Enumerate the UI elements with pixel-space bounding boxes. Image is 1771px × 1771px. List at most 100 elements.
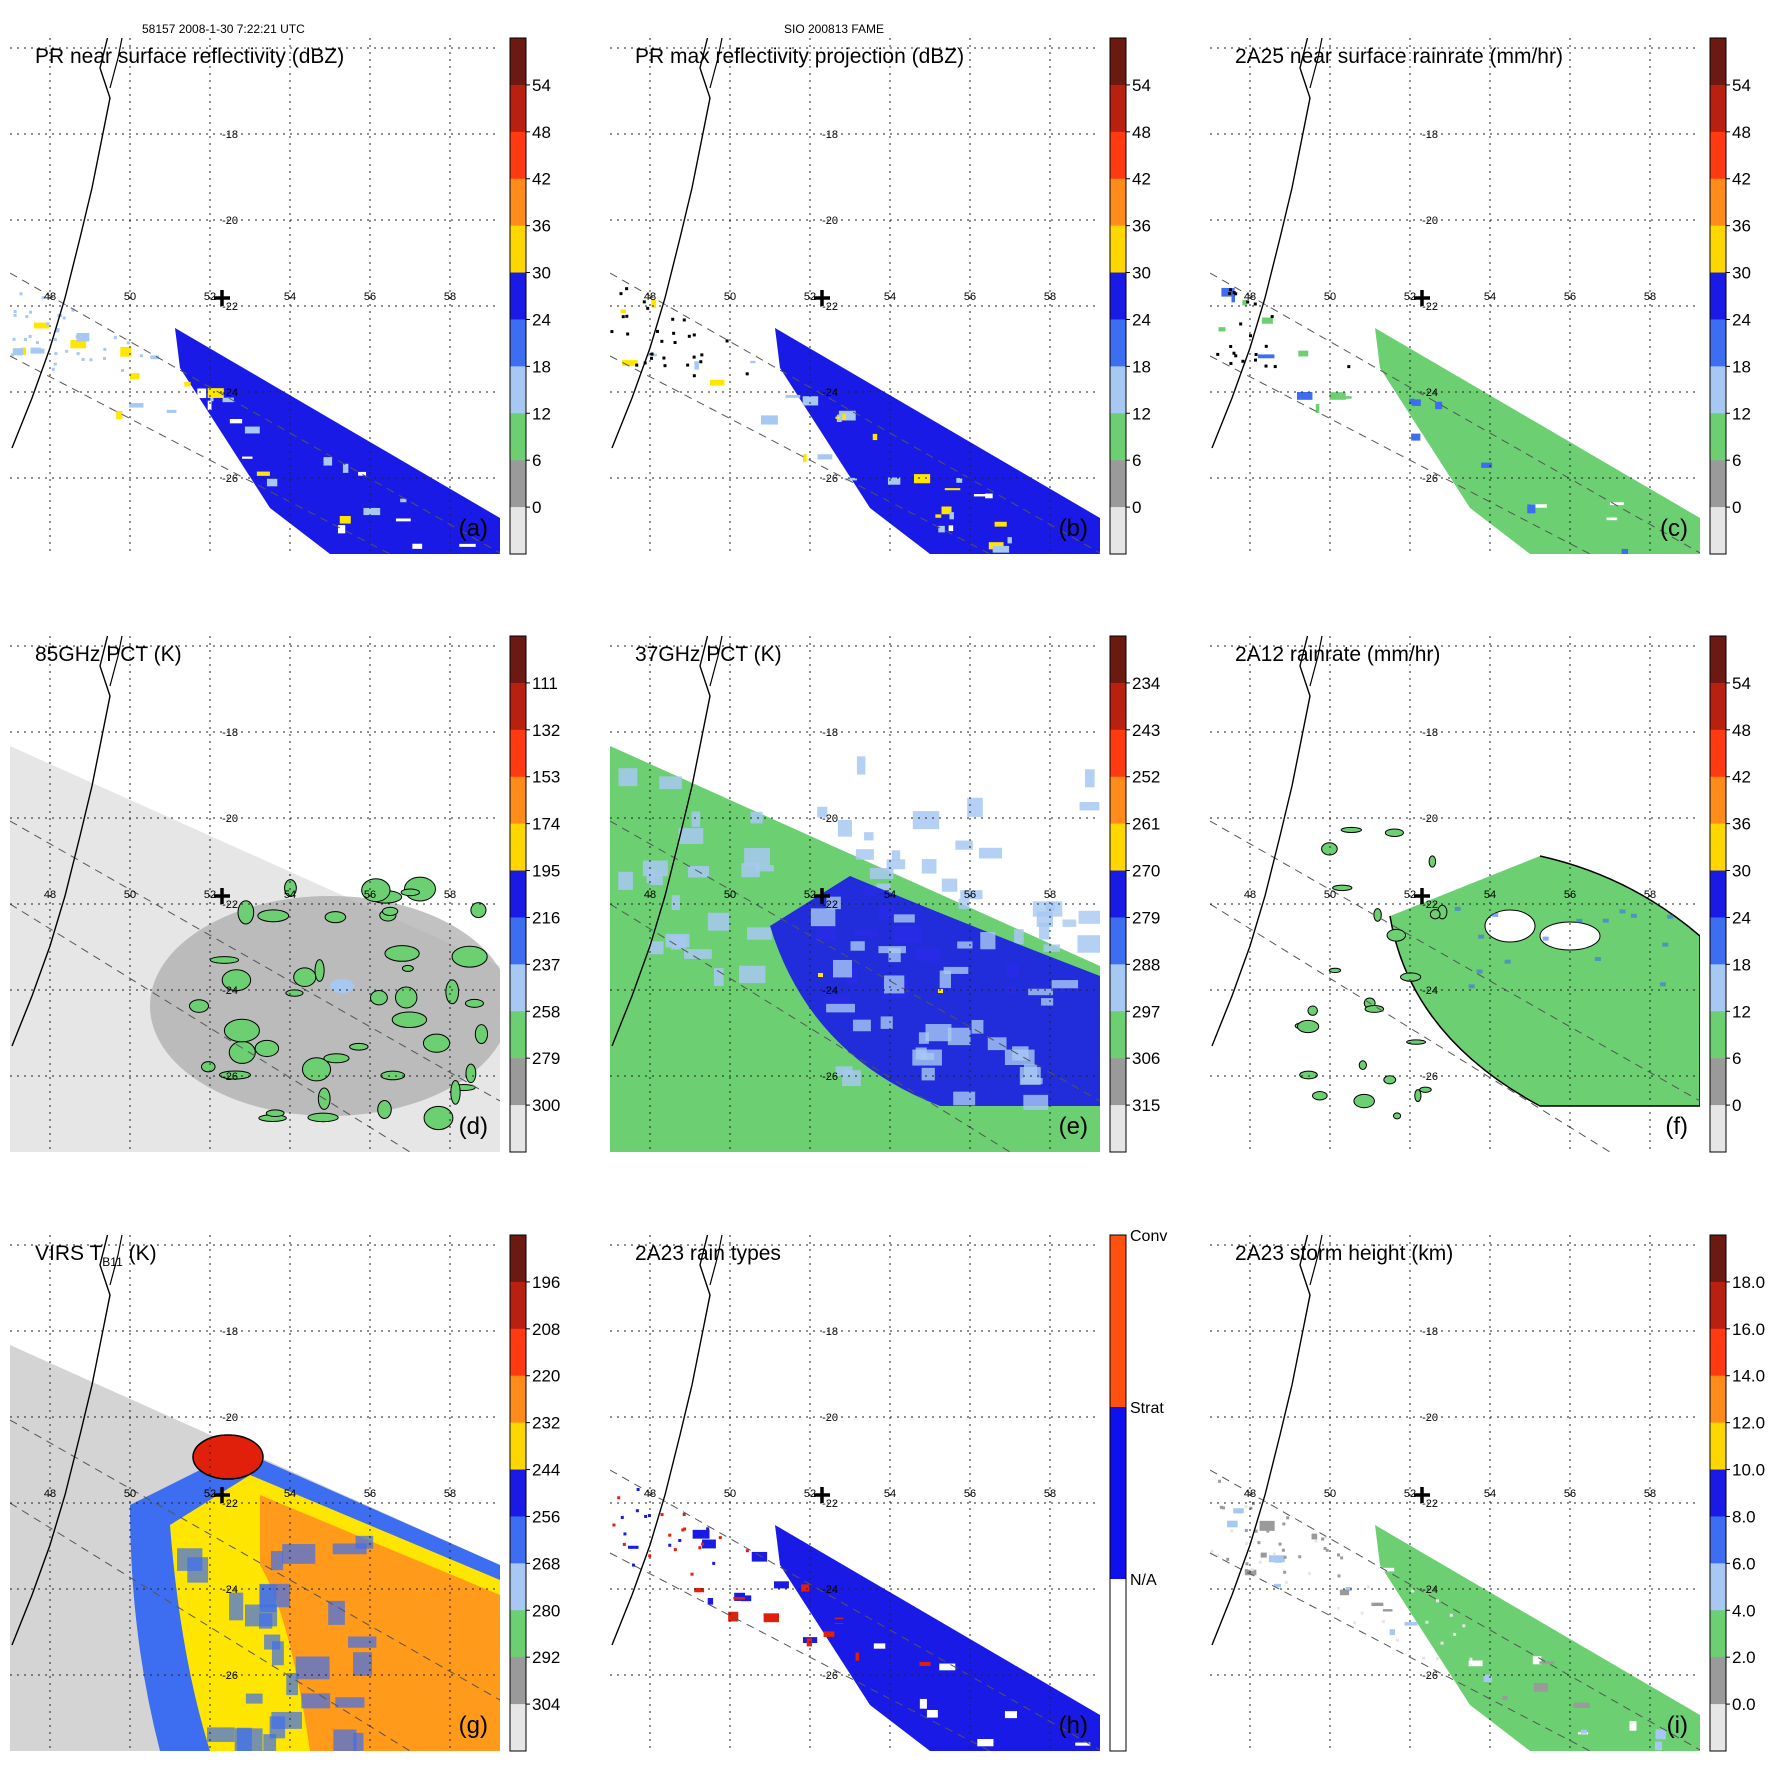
scatter-pixel [1249,1506,1253,1510]
rain12-cell [1353,1093,1375,1109]
graticule-a: 48 50 52 54 56 58 -18 -20 -22 -24 -26 [10,38,500,554]
colorbar-segment [510,1704,526,1752]
rain12-cell [1358,1060,1367,1070]
scatter-pixel [631,1563,635,1567]
colorbar-segment [1710,413,1726,461]
rain12-hole [1484,909,1536,943]
scatter-pixel [62,316,66,320]
rain-pixel [70,339,87,349]
colorbar-segment [510,682,526,731]
rain-pixel [751,1551,768,1562]
scatter-pixel [1266,1529,1270,1533]
pct37-patch [618,871,633,890]
lon-label: 48 [1244,291,1256,303]
lat-label: -22 [822,899,838,911]
scatter-pixel [1229,345,1233,349]
scatter-pixel [1281,1548,1285,1552]
pct37-min-pixel [818,973,823,977]
colorbar-e: 234 243 252 261 270 279 288 297 306 315 [1109,635,1160,1153]
rain-pixel [1261,317,1273,324]
lat-label: -22 [822,301,838,313]
colorbar-tick-label: 42 [1732,170,1751,189]
rain-pixel [1483,1674,1493,1683]
scatter-pixel [692,355,696,359]
rain-pixel [244,426,260,434]
pct37-patch [912,811,940,830]
scatter-pixel [81,357,85,361]
pct37-light-patch [893,914,915,923]
panel-label-a: (a) [459,515,488,542]
scatter-pixel [1245,1562,1249,1566]
lon-label: 52 [204,1488,216,1500]
scatter-pixel [681,1528,685,1532]
pct85-cell [464,998,484,1008]
scatter-pixel [75,335,79,339]
scatter-pixel [1246,300,1250,304]
pct37-light-patch [915,1047,927,1060]
colorbar-g: 196 208 220 232 244 256 268 280 292 304 [509,1234,560,1752]
scatter-pixel [1226,1557,1230,1561]
pct37-light-patch [957,941,973,949]
rain-pixel [395,518,411,522]
scatter-pixel [76,352,80,356]
colorbar-segment [1110,366,1126,414]
rain-pixel [696,348,708,355]
height-pixel [1411,1589,1415,1593]
virs-warm-patch [270,1551,284,1571]
scatter-pixel [89,358,93,362]
pct37-light-patch [987,1037,1007,1051]
pct37-light-patch [1078,910,1100,924]
colorbar-tick-label: 315 [1132,1096,1160,1115]
lat-label: -26 [222,1071,238,1083]
graticule-f: 48 50 52 54 56 58 -18 -20 -22 -24 -26 [1210,636,1700,1152]
pct37-light-patch [958,898,970,910]
lon-label: 54 [284,291,296,303]
colorbar-tick-label: 0 [1732,1096,1741,1115]
rain-pixel [256,471,270,476]
colorbar-tick-label: 12.0 [1732,1414,1765,1433]
panel-label-i: (i) [1667,1712,1688,1739]
scatter-pixel [692,374,696,378]
colorbar-segment [1710,178,1726,227]
rain-pixel [802,396,819,406]
rain12-cell [1429,909,1441,920]
scatter-pixel [46,322,50,326]
colorbar-segment [510,870,526,918]
rain-pixel [55,328,60,333]
swath-edge-upper [1210,1469,1700,1751]
storm-center-marker [214,290,230,306]
colorbar-tick-label: 24 [1132,310,1151,329]
lon-label: 54 [284,1488,296,1500]
colorbar-tick-label: Strat [1130,1400,1164,1417]
field-a [10,292,500,554]
virs-warm-patch [348,1636,377,1648]
virs-warm-patch [183,1713,196,1725]
pct85-cell [201,1061,216,1073]
scatter-pixel [19,292,23,296]
rain-pixel [620,1550,628,1560]
colorbar-tick-label: 232 [532,1414,560,1433]
colorbar-segment [1710,1281,1726,1330]
lat-label: -22 [222,1498,238,1510]
rain-pixel [1629,1721,1637,1731]
scatter-pixel [706,1527,710,1531]
colorbar-segment [510,1610,526,1658]
colorbar-segment [1710,1704,1726,1752]
rain-pixel [1244,1569,1257,1576]
rain-pixel [12,348,24,356]
scatter-pixel [41,296,45,300]
panel-label-c: (c) [1660,515,1688,542]
rain12-moderate [1602,918,1609,923]
rain-pixel [744,1574,755,1585]
pct85-cell [380,1070,406,1081]
lat-label: -18 [222,1326,238,1338]
rain-pixel [1075,1742,1091,1746]
lat-label: -26 [1422,473,1438,485]
rain-pixel [1035,1721,1040,1731]
colorbar-tick-label: 18 [1732,955,1751,974]
colorbar-segment-strat [1110,1407,1126,1579]
colorbar-segment [1110,178,1126,227]
pct85-cell [465,1063,477,1084]
rain-pixel [129,373,140,380]
rain-pixel [610,281,615,285]
